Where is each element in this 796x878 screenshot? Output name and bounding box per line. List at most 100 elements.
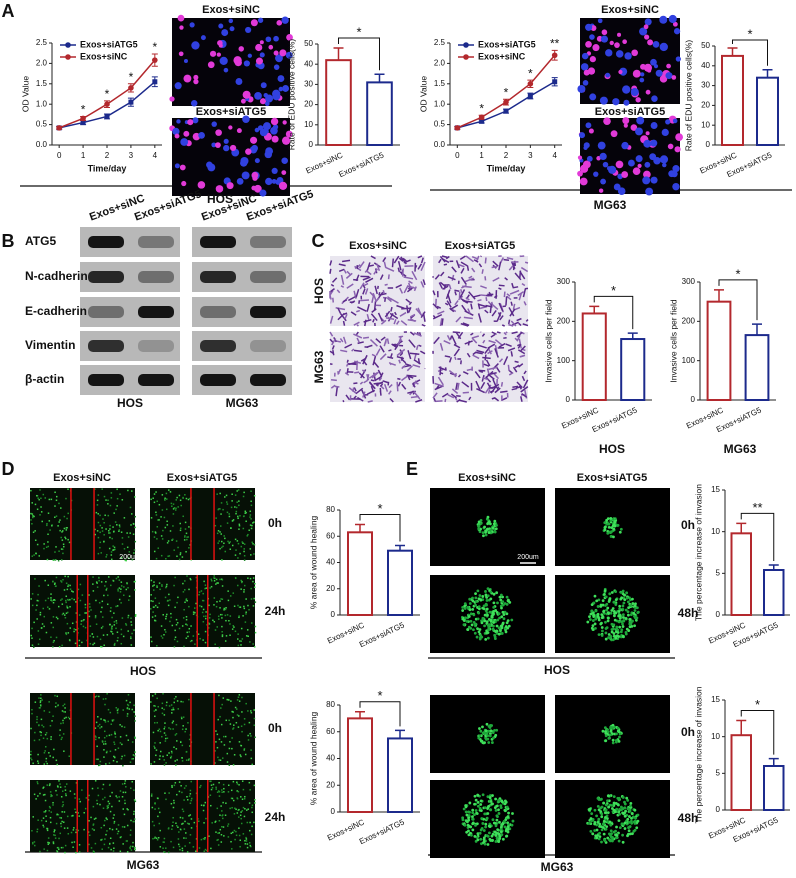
cell xyxy=(627,820,631,824)
cell xyxy=(615,732,618,736)
cell xyxy=(92,805,95,808)
cell xyxy=(43,752,46,754)
cell xyxy=(126,715,129,717)
cell xyxy=(47,533,49,536)
cell xyxy=(253,544,256,546)
cell xyxy=(172,127,180,136)
cell xyxy=(611,638,615,642)
cell xyxy=(628,159,635,167)
cell xyxy=(34,844,36,847)
cell xyxy=(100,826,103,829)
cell xyxy=(601,629,604,633)
cell xyxy=(153,761,156,763)
cell xyxy=(606,531,610,535)
cell xyxy=(240,725,243,727)
cell xyxy=(633,808,637,812)
cell xyxy=(439,281,447,288)
cell xyxy=(611,837,614,841)
cell xyxy=(94,696,96,698)
cell xyxy=(479,837,483,841)
cell xyxy=(134,496,136,498)
cell xyxy=(410,395,419,399)
cell xyxy=(286,33,293,41)
cell xyxy=(129,834,132,836)
cell xyxy=(59,816,61,819)
cell xyxy=(360,369,367,379)
cell xyxy=(268,44,274,50)
cell xyxy=(95,721,98,724)
cell xyxy=(158,728,161,730)
cell xyxy=(472,613,476,617)
cell xyxy=(468,602,472,605)
cell xyxy=(589,56,596,63)
cell xyxy=(645,131,650,136)
cell xyxy=(187,536,190,538)
label: 200um xyxy=(517,554,539,561)
cell xyxy=(56,794,58,796)
cell xyxy=(239,606,242,608)
cell xyxy=(112,850,115,852)
cell xyxy=(448,357,453,363)
cell xyxy=(481,731,485,735)
cell xyxy=(93,829,95,831)
cell xyxy=(62,719,64,722)
cell xyxy=(441,318,444,326)
cell xyxy=(626,834,629,838)
marker xyxy=(552,79,558,85)
cell xyxy=(171,722,174,724)
cell xyxy=(490,724,494,727)
cell xyxy=(521,282,526,287)
cell xyxy=(221,634,224,636)
cell xyxy=(102,698,105,700)
cell xyxy=(622,85,631,94)
cell xyxy=(273,35,279,42)
cell xyxy=(157,807,160,810)
cell xyxy=(233,605,236,607)
cell xyxy=(182,810,185,813)
cell xyxy=(214,524,217,527)
cell xyxy=(240,588,242,590)
cell xyxy=(238,46,244,52)
cell xyxy=(36,760,39,762)
cell xyxy=(189,802,192,805)
cell xyxy=(169,491,172,493)
cell xyxy=(78,644,81,647)
cell xyxy=(482,356,491,360)
cell xyxy=(95,817,97,820)
cell xyxy=(188,588,190,591)
cell xyxy=(499,806,503,810)
cell xyxy=(89,625,92,627)
cell xyxy=(259,52,265,58)
cell xyxy=(183,130,190,137)
band xyxy=(250,374,286,386)
cell xyxy=(510,320,517,327)
cell xyxy=(215,129,222,136)
cell xyxy=(516,331,523,338)
cell xyxy=(121,796,124,798)
cell xyxy=(363,282,369,287)
cell xyxy=(39,704,42,706)
cell xyxy=(484,309,489,314)
band xyxy=(250,340,286,352)
cell xyxy=(97,764,100,767)
cell xyxy=(242,495,245,498)
cell xyxy=(151,820,154,823)
cell xyxy=(69,790,72,792)
cell xyxy=(242,115,250,124)
cell xyxy=(620,620,624,624)
band xyxy=(250,271,286,283)
cell xyxy=(65,783,68,785)
cell xyxy=(488,366,499,371)
cell xyxy=(505,828,508,831)
cell xyxy=(353,382,358,385)
cell xyxy=(60,822,62,825)
cell xyxy=(604,604,607,607)
cell xyxy=(483,812,487,816)
cell xyxy=(154,693,157,695)
cell xyxy=(122,791,125,794)
cell xyxy=(42,737,45,740)
cell xyxy=(168,792,170,794)
cell xyxy=(83,811,85,814)
cell xyxy=(479,519,483,522)
label: C xyxy=(312,231,325,251)
